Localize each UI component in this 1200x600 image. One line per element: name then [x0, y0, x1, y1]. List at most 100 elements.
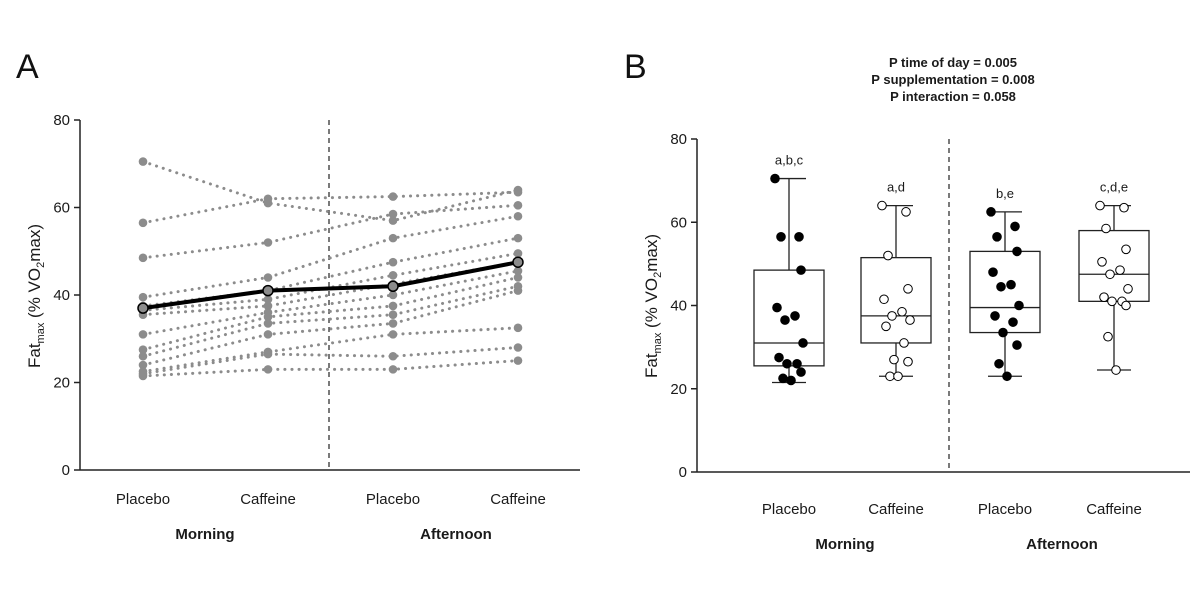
significance-label: a,d	[887, 180, 905, 195]
box-data-point	[885, 371, 895, 382]
participant-line	[141, 346, 520, 376]
participant-line	[141, 359, 520, 378]
panel-a-y-tick-label: 80	[53, 112, 70, 129]
participant-point	[513, 356, 523, 365]
participant-line	[141, 289, 520, 367]
participant-line	[141, 251, 520, 312]
panel-a-category-label: Placebo	[116, 491, 170, 508]
box-data-point	[887, 311, 897, 321]
participant-point	[138, 218, 148, 228]
panel-a-category-label: Caffeine	[240, 491, 296, 508]
panel-a-y-label-sub2: 2	[35, 262, 47, 268]
box-data-point	[994, 358, 1004, 369]
box-data-point	[1008, 317, 1018, 327]
box-data-point	[998, 327, 1008, 338]
box-data-point	[774, 352, 784, 363]
participant-point	[388, 216, 398, 225]
box-group: b,e	[969, 186, 1041, 382]
participant-point	[263, 238, 273, 247]
participant-point	[513, 201, 523, 210]
panel-a-y-label-main: Fat	[25, 343, 44, 368]
box-data-point	[796, 367, 806, 377]
significance-label: c,d,e	[1100, 180, 1128, 195]
panel-a: A 0 20 40 60 80 Placebo Caffeine Placebo Caffei…	[16, 48, 580, 543]
panel-b-y-label-rest: (% VO	[642, 278, 661, 333]
participant-point	[513, 343, 523, 352]
significance-label: b,e	[996, 186, 1014, 201]
participant-point	[263, 273, 273, 282]
participant-point	[263, 365, 273, 374]
participant-line	[141, 276, 520, 352]
box-data-point	[1101, 223, 1111, 234]
panel-a-letter: A	[16, 48, 39, 86]
box-data-point	[1119, 202, 1129, 213]
panel-a-category-label: Placebo	[366, 491, 420, 508]
panel-a-y-tick-label: 60	[53, 200, 70, 217]
panel-a-y-tick-label: 40	[53, 287, 70, 304]
box-iqr	[969, 250, 1041, 334]
box-data-point	[905, 315, 915, 325]
box-data-point	[1103, 331, 1113, 342]
participant-line	[141, 326, 520, 374]
box-data-point	[1095, 200, 1105, 211]
participant-point	[263, 194, 273, 204]
panel-b-y-label-sub2: 2	[652, 272, 664, 278]
panel-b-y-label-sub: max	[652, 332, 664, 353]
panel-a-individual-lines	[138, 157, 523, 381]
box-data-point	[899, 338, 909, 348]
box-data-point	[901, 207, 911, 217]
box-data-point	[1115, 265, 1125, 275]
box-data-point	[780, 315, 790, 325]
participant-point	[388, 192, 398, 201]
box-data-point	[778, 373, 788, 384]
panel-a-group-afternoon: Afternoon	[420, 526, 492, 543]
mean-point	[262, 284, 274, 297]
box-data-point	[790, 311, 800, 321]
participant-line	[141, 260, 520, 317]
box-data-point	[1010, 221, 1020, 232]
panel-a-y-tick-label: 0	[62, 462, 70, 479]
box-group: a,d	[860, 180, 932, 382]
participant-point	[138, 360, 148, 370]
participant-point	[513, 323, 523, 333]
box-data-point	[897, 306, 907, 317]
box-data-point	[986, 207, 996, 217]
panel-a-category-label: Caffeine	[490, 491, 546, 508]
participant-point	[263, 319, 273, 328]
box-group: c,d,e	[1078, 180, 1150, 375]
panel-b-y-tick-label: 60	[670, 214, 687, 231]
box-data-point	[798, 338, 808, 348]
box-data-point	[1097, 256, 1107, 267]
participant-line	[141, 190, 520, 225]
stat-supplementation: P supplementation = 0.008	[871, 72, 1034, 87]
box-data-point	[881, 321, 891, 332]
box-data-point	[796, 265, 806, 275]
participant-point	[263, 301, 273, 311]
participant-point	[263, 330, 273, 339]
box-data-point	[990, 311, 1000, 321]
box-data-point	[786, 375, 796, 386]
panel-a-mean-line	[137, 256, 524, 314]
participant-point	[513, 249, 523, 258]
panel-a-y-tick-label: 20	[53, 375, 70, 392]
participant-point	[388, 301, 398, 311]
significance-label: a,b,c	[775, 153, 804, 168]
participant-line	[141, 269, 520, 336]
mean-point	[512, 256, 524, 268]
participant-line	[141, 284, 520, 358]
box-data-point	[1014, 300, 1024, 311]
participant-line	[141, 214, 520, 299]
box-data-point	[1099, 292, 1109, 302]
participant-point	[388, 257, 398, 267]
panel-b-category-label: Placebo	[978, 501, 1032, 518]
panel-b-y-tick-label: 80	[670, 131, 687, 148]
participant-point	[263, 349, 273, 359]
participant-point	[513, 266, 523, 276]
box-data-point	[1107, 296, 1117, 307]
box-data-point	[1121, 244, 1131, 255]
box-data-point	[1012, 340, 1022, 350]
participant-point	[388, 290, 398, 300]
box-data-point	[879, 294, 889, 305]
box-data-point	[794, 232, 804, 242]
